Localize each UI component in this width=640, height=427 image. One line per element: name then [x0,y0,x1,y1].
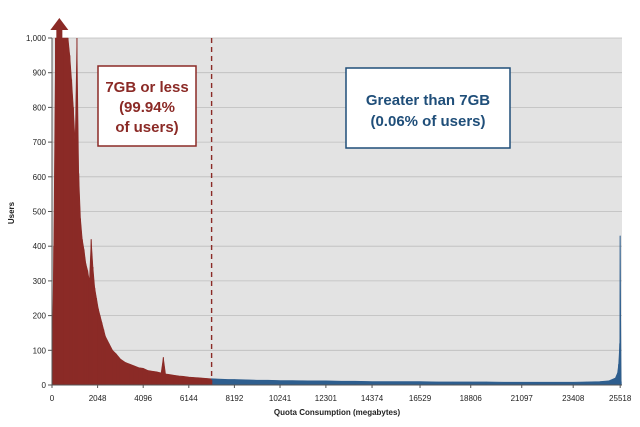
y-tick-label: 800 [33,103,47,112]
y-tick-label: 400 [33,242,47,251]
x-tick-label: 0 [50,394,55,403]
y-tick-label: 500 [33,208,47,217]
x-axis-title: Quota Consumption (megabytes) [274,408,401,417]
x-tick-label: 16529 [409,394,432,403]
y-tick-label: 900 [33,69,47,78]
callout-line: (0.06% of users) [370,113,485,130]
y-tick-label: 600 [33,173,47,182]
x-tick-label: 23408 [562,394,585,403]
y-axis-title: Users [7,201,16,224]
y-tick-label: 0 [42,381,47,390]
y-tick-label: 100 [33,346,47,355]
x-tick-label: 21097 [511,394,534,403]
y-tick-label: 200 [33,312,47,321]
overflow-arrow-icon [50,18,69,38]
callout-frame [345,67,511,149]
x-tick-label: 18806 [460,394,483,403]
x-axis-tick-labels: 0 2048 4096 6144 8192 10241 12301 14374 16529 188… [50,385,632,403]
y-axis-tick-labels: 0 100 200 300 400 500 600 700 800 900 1,000 [26,34,52,390]
callout-line: Greater than 7GB [366,92,490,109]
x-tick-label: 14374 [361,394,384,403]
y-tick-label: 1,000 [26,34,47,43]
x-tick-label: 25518 [609,394,632,403]
callout-box-1: 7GB or less (99.94% of users) [97,65,197,147]
callout-frame [97,65,197,147]
x-tick-label: 2048 [89,394,107,403]
callout-line: of users) [115,119,178,136]
x-tick-label: 4096 [134,394,152,403]
x-tick-label: 6144 [180,394,198,403]
y-tick-label: 300 [33,277,47,286]
x-tick-label: 12301 [315,394,338,403]
x-tick-label: 10241 [269,394,292,403]
callout-line: (99.94% [119,99,175,116]
annotation-callouts: 7GB or less (99.94% of users) Greater than … [97,65,511,149]
histogram-bars [51,37,622,386]
callout-box-2: Greater than 7GB (0.06% of users) [345,67,511,149]
callout-line: 7GB or less [105,79,188,96]
y-tick-label: 700 [33,138,47,147]
x-tick-label: 8192 [226,394,244,403]
